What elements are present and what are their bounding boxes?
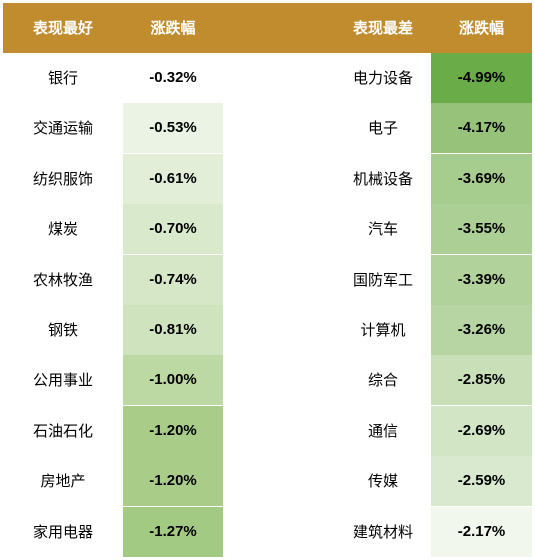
worst-industry-name: 电力设备 — [352, 69, 413, 87]
best-change-value: -1.20% — [123, 405, 223, 456]
table-row: 石油石化 -1.20% 通信 -2.69% — [3, 405, 532, 456]
best-change-value: -0.32% — [123, 53, 223, 103]
worst-change-value: -2.59% — [431, 456, 532, 507]
table-header: 表现最好 涨跌幅 表现最差 涨跌幅 — [3, 3, 532, 53]
worst-change-value: -2.85% — [431, 355, 532, 406]
industry-performance-table: 表现最好 涨跌幅 表现最差 涨跌幅 银行 -0.32% 电力设备 -4.99% 交通运输… — [3, 3, 532, 557]
worst-industry-name: 建筑材料 — [352, 522, 413, 541]
table-row: 纺织服饰 -0.61% 机械设备 -3.69% — [3, 153, 532, 204]
table-row: 公用事业 -1.00% 综合 -2.85% — [3, 355, 532, 406]
best-industry-name: 纺织服饰 — [32, 169, 93, 188]
best-industry-name: 钢铁 — [47, 321, 78, 339]
table-row: 房地产 -1.20% 传媒 -2.59% — [3, 456, 532, 507]
table-row: 银行 -0.32% 电力设备 -4.99% — [3, 53, 532, 103]
best-industry-name: 银行 — [47, 69, 78, 87]
best-change-value: -0.70% — [123, 204, 223, 255]
best-industry-name: 石油石化 — [32, 421, 93, 440]
best-change-value: -0.81% — [123, 305, 223, 355]
worst-change-value: -3.26% — [431, 305, 532, 355]
worst-change-value: -4.17% — [431, 103, 532, 154]
worst-industry-name: 汽车 — [367, 220, 398, 239]
worst-industry-name: 计算机 — [360, 321, 406, 339]
best-change-value: -1.27% — [123, 506, 223, 557]
best-industry-name: 交通运输 — [32, 119, 93, 138]
worst-industry-name: 国防军工 — [352, 270, 413, 289]
table-row: 煤炭 -0.70% 汽车 -3.55% — [3, 204, 532, 255]
worst-industry-name: 传媒 — [367, 472, 398, 491]
best-change-value: -0.61% — [123, 153, 223, 204]
worst-change-value: -3.55% — [431, 204, 532, 255]
best-industry-name: 房地产 — [40, 472, 86, 491]
worst-header: 表现最差 — [352, 19, 413, 37]
best-change-value: -1.00% — [123, 355, 223, 406]
worst-industry-name: 综合 — [367, 371, 398, 390]
best-industry-name: 农林牧渔 — [32, 270, 93, 289]
best-change-value: -0.53% — [123, 103, 223, 154]
worst-change-value: -3.39% — [431, 254, 532, 305]
worst-industry-name: 通信 — [367, 421, 398, 440]
worst-change-value: -4.99% — [431, 53, 532, 103]
worst-industry-name: 机械设备 — [352, 169, 413, 188]
best-change-value: -0.74% — [123, 254, 223, 305]
best-header: 表现最好 — [32, 19, 93, 37]
worst-change-value: -3.69% — [431, 153, 532, 204]
table-row: 钢铁 -0.81% 计算机 -3.26% — [3, 305, 532, 355]
best-industry-name: 煤炭 — [47, 220, 78, 239]
best-change-value: -1.20% — [123, 456, 223, 507]
table-row: 交通运输 -0.53% 电子 -4.17% — [3, 103, 532, 154]
worst-change-value: -2.17% — [431, 506, 532, 557]
best-industry-name: 公用事业 — [32, 371, 93, 390]
table-row: 家用电器 -1.27% 建筑材料 -2.17% — [3, 506, 532, 557]
table-row: 农林牧渔 -0.74% 国防军工 -3.39% — [3, 254, 532, 305]
best-change-header: 涨跌幅 — [150, 19, 196, 37]
worst-industry-name: 电子 — [367, 119, 398, 138]
worst-change-value: -2.69% — [431, 405, 532, 456]
worst-change-header: 涨跌幅 — [458, 19, 504, 37]
best-industry-name: 家用电器 — [32, 522, 93, 541]
